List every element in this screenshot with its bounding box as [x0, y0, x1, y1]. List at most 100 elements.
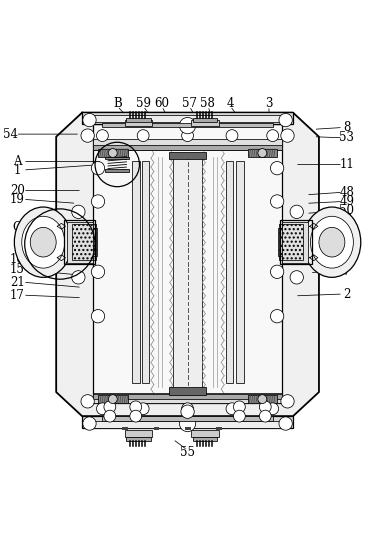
- Bar: [93, 229, 97, 256]
- Bar: [280, 220, 312, 264]
- Bar: [82, 416, 293, 428]
- Ellipse shape: [310, 217, 353, 268]
- Polygon shape: [56, 112, 319, 416]
- Text: 60: 60: [154, 97, 169, 110]
- Bar: [279, 224, 303, 260]
- Bar: [216, 427, 222, 430]
- Text: 48: 48: [339, 186, 354, 199]
- Text: 11: 11: [339, 158, 354, 171]
- Ellipse shape: [303, 207, 361, 277]
- Circle shape: [81, 395, 94, 408]
- Circle shape: [233, 401, 245, 413]
- Circle shape: [259, 401, 271, 413]
- Circle shape: [267, 129, 279, 142]
- Text: 56: 56: [339, 225, 354, 239]
- Bar: [193, 437, 217, 441]
- Text: 16: 16: [10, 253, 25, 267]
- Bar: [248, 149, 277, 157]
- Circle shape: [72, 205, 85, 219]
- Bar: [102, 416, 273, 420]
- Bar: [185, 427, 190, 430]
- Circle shape: [130, 401, 142, 413]
- Bar: [193, 118, 217, 122]
- Bar: [93, 393, 282, 403]
- Circle shape: [226, 403, 238, 415]
- Circle shape: [259, 410, 271, 422]
- Text: 57: 57: [182, 97, 197, 110]
- Text: 8: 8: [343, 121, 350, 134]
- Text: 17: 17: [10, 289, 25, 301]
- Text: 59: 59: [136, 97, 151, 110]
- Circle shape: [270, 310, 284, 323]
- Circle shape: [91, 310, 105, 323]
- Text: 4: 4: [226, 97, 234, 110]
- Bar: [72, 224, 96, 260]
- Bar: [153, 427, 159, 430]
- Text: 53: 53: [339, 131, 354, 144]
- Circle shape: [104, 401, 116, 413]
- Bar: [169, 387, 206, 395]
- Text: 50: 50: [339, 204, 354, 217]
- Bar: [93, 115, 282, 122]
- Bar: [102, 123, 273, 127]
- Bar: [236, 161, 244, 383]
- Circle shape: [182, 403, 193, 415]
- Bar: [132, 161, 140, 383]
- Bar: [191, 430, 219, 437]
- Text: 15: 15: [10, 263, 25, 276]
- Text: 58: 58: [200, 97, 215, 110]
- Ellipse shape: [22, 217, 65, 268]
- Bar: [125, 430, 152, 437]
- Bar: [191, 120, 219, 126]
- Text: A: A: [13, 155, 22, 168]
- Bar: [248, 395, 277, 403]
- Bar: [105, 157, 129, 159]
- Bar: [64, 220, 95, 264]
- Circle shape: [181, 405, 194, 418]
- Bar: [98, 395, 128, 403]
- Circle shape: [96, 129, 108, 142]
- Circle shape: [270, 265, 284, 278]
- Text: 1: 1: [13, 164, 21, 176]
- Circle shape: [91, 161, 105, 175]
- Text: 39: 39: [339, 235, 354, 248]
- Circle shape: [83, 417, 96, 430]
- Circle shape: [83, 114, 96, 127]
- Text: 18: 18: [339, 255, 354, 268]
- Circle shape: [258, 395, 267, 403]
- Circle shape: [108, 395, 117, 403]
- Bar: [105, 169, 129, 172]
- Text: C: C: [13, 221, 22, 234]
- Circle shape: [226, 129, 238, 142]
- Text: 3: 3: [265, 97, 273, 110]
- Bar: [122, 427, 128, 430]
- Circle shape: [130, 410, 142, 422]
- Ellipse shape: [30, 228, 56, 257]
- Bar: [142, 161, 149, 383]
- Circle shape: [281, 395, 294, 408]
- Text: 40: 40: [339, 245, 354, 258]
- Circle shape: [270, 161, 284, 175]
- Text: 2: 2: [343, 288, 350, 300]
- Circle shape: [182, 129, 193, 142]
- Circle shape: [267, 403, 279, 415]
- Circle shape: [233, 410, 245, 422]
- Circle shape: [290, 205, 303, 219]
- Ellipse shape: [14, 207, 72, 277]
- Circle shape: [281, 129, 294, 142]
- Text: 19: 19: [10, 193, 25, 206]
- Bar: [93, 395, 282, 399]
- Circle shape: [137, 129, 149, 142]
- Bar: [93, 124, 282, 403]
- Bar: [126, 118, 151, 122]
- Text: B: B: [113, 97, 122, 110]
- Text: 51: 51: [339, 213, 354, 226]
- Circle shape: [108, 149, 117, 158]
- Text: 49: 49: [339, 195, 354, 208]
- Circle shape: [258, 149, 267, 158]
- Circle shape: [104, 410, 116, 422]
- Bar: [93, 145, 282, 150]
- Bar: [67, 222, 93, 262]
- Bar: [98, 149, 128, 157]
- Circle shape: [137, 403, 149, 415]
